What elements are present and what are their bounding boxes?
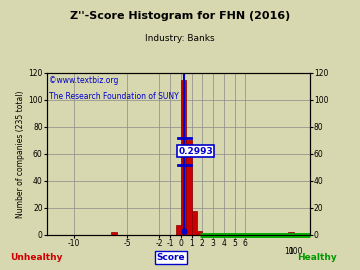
- Text: The Research Foundation of SUNY: The Research Foundation of SUNY: [49, 92, 179, 101]
- Text: 100: 100: [288, 247, 303, 256]
- Y-axis label: Number of companies (235 total): Number of companies (235 total): [16, 90, 25, 218]
- Text: Healthy: Healthy: [297, 253, 337, 262]
- Text: 10: 10: [284, 247, 294, 256]
- Text: Z''-Score Histogram for FHN (2016): Z''-Score Histogram for FHN (2016): [70, 11, 290, 21]
- Text: ©www.textbiz.org: ©www.textbiz.org: [49, 76, 119, 85]
- Bar: [288, 232, 293, 235]
- Bar: [186, 140, 192, 235]
- Bar: [181, 80, 186, 235]
- Bar: [192, 211, 197, 235]
- Text: Unhealthy: Unhealthy: [10, 253, 62, 262]
- Bar: [176, 225, 181, 235]
- Bar: [197, 231, 202, 235]
- Bar: [111, 232, 117, 235]
- Text: Score: Score: [157, 253, 185, 262]
- Text: 0.2993: 0.2993: [178, 147, 213, 156]
- Bar: [213, 234, 219, 235]
- Text: Industry: Banks: Industry: Banks: [145, 34, 215, 43]
- Bar: [202, 234, 208, 235]
